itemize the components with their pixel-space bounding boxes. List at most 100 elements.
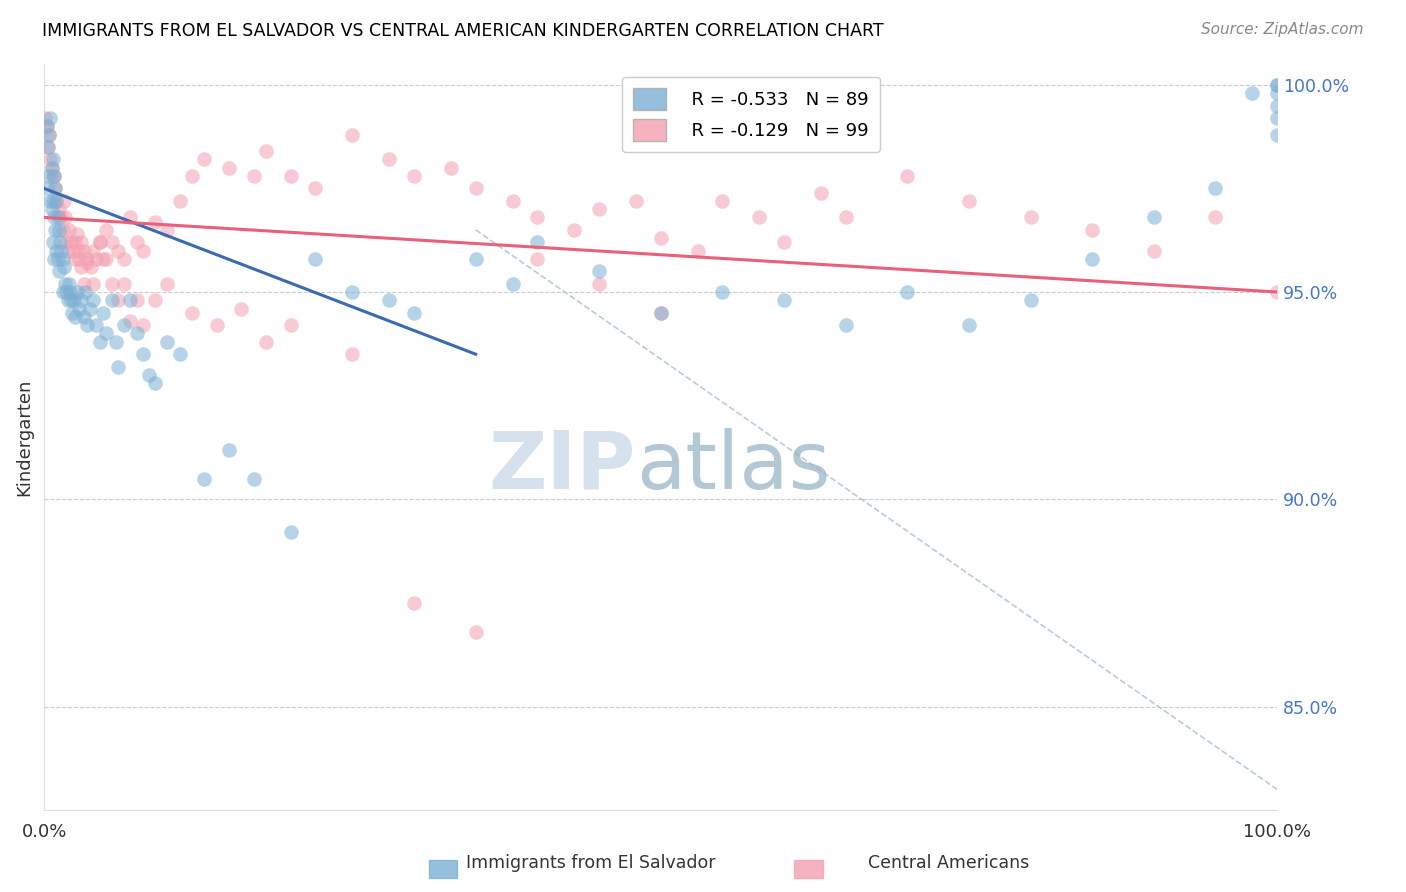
Point xyxy=(218,161,240,175)
Point xyxy=(1265,111,1288,125)
Point xyxy=(242,169,264,183)
Point xyxy=(70,293,93,308)
Text: atlas: atlas xyxy=(636,428,831,506)
Point xyxy=(94,252,117,266)
Text: Source: ZipAtlas.com: Source: ZipAtlas.com xyxy=(1201,22,1364,37)
Point xyxy=(711,194,734,208)
Point xyxy=(80,260,103,275)
Point xyxy=(378,293,401,308)
Point xyxy=(773,235,796,250)
Point xyxy=(773,293,796,308)
Point xyxy=(254,334,277,349)
Point xyxy=(588,277,610,291)
Point xyxy=(526,235,548,250)
Point xyxy=(42,169,65,183)
Point xyxy=(1265,285,1288,299)
Point xyxy=(76,256,98,270)
Point xyxy=(402,596,425,610)
Point xyxy=(156,223,179,237)
Point xyxy=(112,252,135,266)
Point xyxy=(52,194,75,208)
Point xyxy=(89,334,111,349)
Point xyxy=(107,359,129,374)
Point xyxy=(1205,211,1227,225)
Point xyxy=(101,277,124,291)
Point xyxy=(502,277,524,291)
Point xyxy=(63,252,86,266)
Point xyxy=(72,277,94,291)
Point xyxy=(55,285,77,299)
Point xyxy=(49,235,72,250)
Point xyxy=(53,211,76,225)
Point xyxy=(45,194,67,208)
Point xyxy=(280,318,302,333)
Point xyxy=(1019,211,1042,225)
Point xyxy=(132,347,155,361)
Point xyxy=(193,471,215,485)
Point xyxy=(37,181,59,195)
Point xyxy=(53,277,76,291)
Point xyxy=(42,211,65,225)
Point xyxy=(67,252,90,266)
Point xyxy=(156,277,179,291)
Point xyxy=(112,277,135,291)
Point xyxy=(66,227,89,241)
Point xyxy=(48,202,70,216)
Point xyxy=(205,318,228,333)
Point xyxy=(464,624,486,639)
Point xyxy=(464,252,486,266)
Point xyxy=(56,293,79,308)
Point xyxy=(38,169,60,183)
Point xyxy=(58,277,80,291)
Point xyxy=(1143,244,1166,258)
Point xyxy=(378,153,401,167)
Point xyxy=(42,252,65,266)
Point xyxy=(1241,86,1264,100)
Y-axis label: Kindergarten: Kindergarten xyxy=(15,378,32,496)
Point xyxy=(896,285,918,299)
Point xyxy=(94,223,117,237)
Point xyxy=(44,223,66,237)
Point xyxy=(73,285,96,299)
Point xyxy=(1265,98,1288,112)
Point xyxy=(46,211,69,225)
Point xyxy=(502,194,524,208)
Point xyxy=(125,326,148,341)
Point xyxy=(84,252,107,266)
Point xyxy=(169,194,191,208)
Point xyxy=(66,285,89,299)
Point xyxy=(120,211,142,225)
Point xyxy=(46,252,69,266)
Point xyxy=(143,293,166,308)
Point xyxy=(156,334,179,349)
Point xyxy=(48,264,70,278)
Point xyxy=(67,244,90,258)
Point xyxy=(304,181,326,195)
Point xyxy=(37,140,59,154)
Point xyxy=(218,442,240,457)
Point xyxy=(402,306,425,320)
Point xyxy=(748,211,770,225)
Point xyxy=(38,128,60,142)
Point xyxy=(304,252,326,266)
Point xyxy=(104,334,127,349)
Point xyxy=(58,223,80,237)
Point xyxy=(143,214,166,228)
Point xyxy=(957,194,980,208)
Point xyxy=(52,260,75,275)
Point xyxy=(650,306,672,320)
Point xyxy=(45,194,67,208)
Point xyxy=(51,244,73,258)
Point xyxy=(76,252,98,266)
Point xyxy=(1143,211,1166,225)
Point xyxy=(91,306,114,320)
Point xyxy=(70,235,93,250)
Point xyxy=(89,235,111,250)
Point xyxy=(1019,293,1042,308)
Point xyxy=(34,111,56,125)
Point xyxy=(526,252,548,266)
Point xyxy=(112,318,135,333)
Point xyxy=(101,293,124,308)
Point xyxy=(342,347,364,361)
Point xyxy=(84,318,107,333)
